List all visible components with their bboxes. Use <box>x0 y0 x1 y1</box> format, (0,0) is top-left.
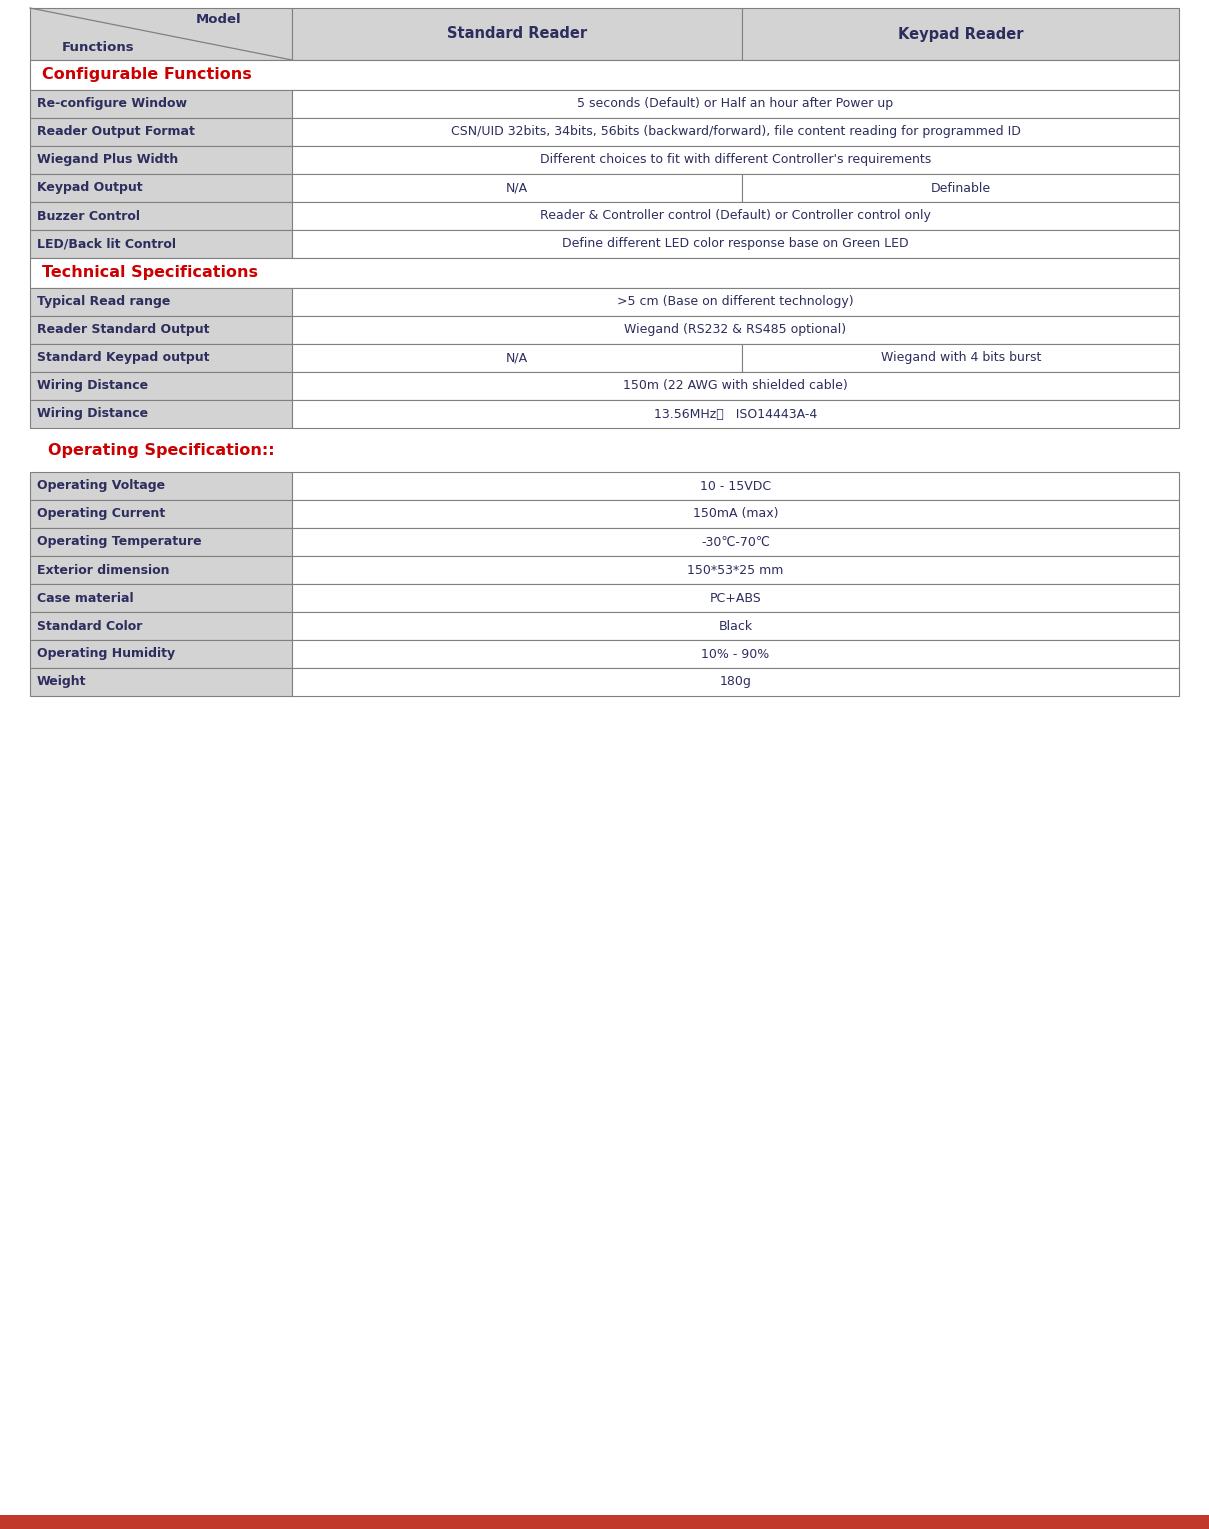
Bar <box>742 174 1179 202</box>
Bar <box>291 8 742 60</box>
Text: Black: Black <box>718 619 752 633</box>
Bar <box>291 287 1179 317</box>
Text: Standard Keypad output: Standard Keypad output <box>37 352 209 364</box>
Bar <box>291 145 1179 174</box>
Text: Reader & Controller control (Default) or Controller control only: Reader & Controller control (Default) or… <box>540 209 931 223</box>
Bar <box>30 528 291 557</box>
Text: Reader Output Format: Reader Output Format <box>37 125 195 139</box>
Text: Configurable Functions: Configurable Functions <box>42 67 251 83</box>
Bar <box>291 528 1179 557</box>
Text: CSN/UID 32bits, 34bits, 56bits (backward/forward), file content reading for prog: CSN/UID 32bits, 34bits, 56bits (backward… <box>451 125 1020 139</box>
Bar <box>30 174 291 202</box>
Bar <box>291 344 742 372</box>
Text: N/A: N/A <box>507 182 528 194</box>
Bar <box>30 287 291 317</box>
Text: N/A: N/A <box>507 352 528 364</box>
Bar <box>30 8 291 60</box>
Bar <box>30 641 291 668</box>
Bar <box>30 317 291 344</box>
Text: Operating Humidity: Operating Humidity <box>37 647 175 661</box>
Bar <box>742 8 1179 60</box>
Text: Wiegand with 4 bits burst: Wiegand with 4 bits burst <box>880 352 1041 364</box>
Bar <box>291 372 1179 401</box>
Bar <box>30 60 1179 90</box>
Text: Definable: Definable <box>931 182 990 194</box>
Text: LED/Back lit Control: LED/Back lit Control <box>37 237 177 251</box>
Bar <box>30 90 291 118</box>
Bar <box>30 500 291 528</box>
Bar <box>291 118 1179 145</box>
Text: Functions: Functions <box>62 41 134 54</box>
Text: PC+ABS: PC+ABS <box>710 592 762 604</box>
Bar <box>30 584 291 612</box>
Bar <box>30 258 1179 287</box>
Text: Wiring Distance: Wiring Distance <box>37 379 149 393</box>
Bar <box>291 472 1179 500</box>
Text: Exterior dimension: Exterior dimension <box>37 564 169 576</box>
Bar <box>291 202 1179 229</box>
Text: 5 seconds (Default) or Half an hour after Power up: 5 seconds (Default) or Half an hour afte… <box>578 98 893 110</box>
Text: 10 - 15VDC: 10 - 15VDC <box>700 480 771 492</box>
Text: Operating Voltage: Operating Voltage <box>37 480 166 492</box>
Bar <box>30 202 291 229</box>
Text: Technical Specifications: Technical Specifications <box>42 266 258 280</box>
Text: Typical Read range: Typical Read range <box>37 295 170 309</box>
Text: Wiegand Plus Width: Wiegand Plus Width <box>37 153 178 167</box>
Bar <box>30 472 291 500</box>
Text: Case material: Case material <box>37 592 134 604</box>
Text: Operating Temperature: Operating Temperature <box>37 535 202 549</box>
Bar <box>30 401 291 428</box>
Bar <box>291 500 1179 528</box>
Bar <box>291 229 1179 258</box>
Text: Standard Reader: Standard Reader <box>447 26 588 41</box>
Bar <box>30 557 291 584</box>
Text: Re-configure Window: Re-configure Window <box>37 98 187 110</box>
Bar <box>30 372 291 401</box>
Bar <box>30 668 291 696</box>
Text: Operating Specification::: Operating Specification:: <box>48 442 274 457</box>
Bar <box>291 641 1179 668</box>
Bar <box>291 174 742 202</box>
Text: >5 cm (Base on different technology): >5 cm (Base on different technology) <box>617 295 854 309</box>
Text: Operating Current: Operating Current <box>37 508 166 520</box>
Text: Buzzer Control: Buzzer Control <box>37 209 140 223</box>
Text: Reader Standard Output: Reader Standard Output <box>37 324 209 336</box>
Text: Wiring Distance: Wiring Distance <box>37 408 149 420</box>
Text: Standard Color: Standard Color <box>37 619 143 633</box>
Text: 150*53*25 mm: 150*53*25 mm <box>687 564 783 576</box>
Text: Keypad Output: Keypad Output <box>37 182 143 194</box>
Bar <box>291 90 1179 118</box>
Text: Model: Model <box>196 12 242 26</box>
Bar <box>291 584 1179 612</box>
Text: Different choices to fit with different Controller's requirements: Different choices to fit with different … <box>540 153 931 167</box>
Text: 13.56MHz；   ISO14443A-4: 13.56MHz； ISO14443A-4 <box>654 408 817 420</box>
Text: Weight: Weight <box>37 676 87 688</box>
Text: -30℃-70℃: -30℃-70℃ <box>701 535 770 549</box>
Bar <box>30 229 291 258</box>
Bar <box>30 344 291 372</box>
Text: Wiegand (RS232 & RS485 optional): Wiegand (RS232 & RS485 optional) <box>624 324 846 336</box>
Text: 180g: 180g <box>719 676 752 688</box>
Bar <box>30 612 291 641</box>
Text: Define different LED color response base on Green LED: Define different LED color response base… <box>562 237 909 251</box>
Bar <box>291 317 1179 344</box>
Bar <box>291 557 1179 584</box>
Text: 150mA (max): 150mA (max) <box>693 508 779 520</box>
Bar <box>291 668 1179 696</box>
Bar <box>291 612 1179 641</box>
Text: 150m (22 AWG with shielded cable): 150m (22 AWG with shielded cable) <box>623 379 848 393</box>
Text: 10% - 90%: 10% - 90% <box>701 647 770 661</box>
Bar <box>30 145 291 174</box>
Bar <box>742 344 1179 372</box>
Bar <box>30 118 291 145</box>
Text: Keypad Reader: Keypad Reader <box>898 26 1024 41</box>
Bar <box>291 401 1179 428</box>
Bar <box>0 1515 1209 1529</box>
